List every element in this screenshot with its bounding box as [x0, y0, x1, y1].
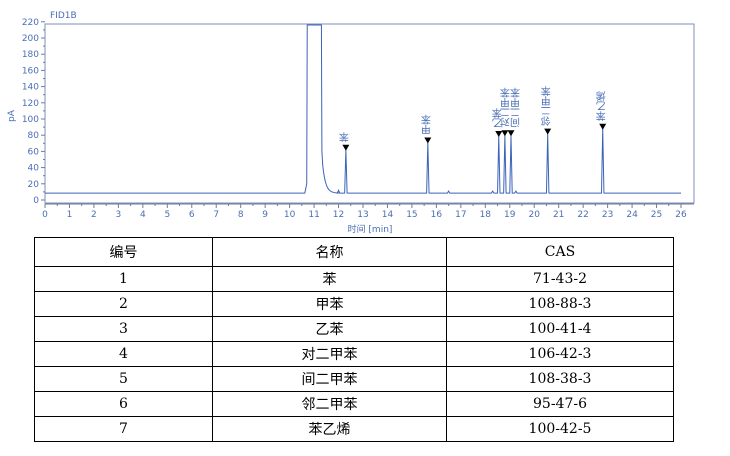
x-tick-label: 9	[262, 210, 268, 220]
peak-marker	[495, 131, 503, 138]
cell-number: 3	[34, 316, 213, 342]
x-tick-label: 7	[213, 210, 219, 220]
table-row: 7 苯乙烯 100-42-5	[34, 416, 674, 442]
cell-cas: 108-38-3	[446, 366, 674, 392]
y-tick-label: 60	[28, 147, 40, 157]
x-tick-label: 16	[431, 210, 443, 220]
cell-number: 2	[34, 291, 213, 317]
cell-name: 间二甲苯	[212, 366, 447, 392]
cell-cas: 100-42-5	[446, 416, 674, 442]
x-tick-label: 26	[675, 210, 687, 220]
y-tick-label: 200	[22, 34, 39, 44]
header-cas: CAS	[446, 237, 674, 267]
header-name: 名称	[212, 237, 447, 267]
cell-name: 邻二甲苯	[212, 391, 447, 417]
chromatogram-trace	[45, 24, 681, 194]
peak-label: 乙苯	[492, 108, 504, 128]
peak-label: 甲苯	[421, 114, 433, 134]
plot-frame	[44, 23, 695, 204]
x-tick-label: 22	[577, 210, 588, 220]
cell-number: 4	[34, 341, 213, 367]
x-tick-label: 24	[626, 210, 638, 220]
x-tick-label: 13	[357, 210, 368, 220]
cell-name: 乙苯	[212, 316, 447, 342]
x-tick-label: 25	[651, 210, 662, 220]
peak-marker	[424, 137, 432, 144]
peak-marker	[501, 130, 509, 137]
table-row: 5 间二甲苯 108-38-3	[34, 366, 674, 392]
x-axis-label: 时间 [min]	[348, 223, 393, 235]
y-tick-label: 80	[28, 131, 40, 141]
peak-label: 苯	[339, 132, 351, 143]
x-tick-label: 6	[189, 210, 195, 220]
y-tick-label: 120	[22, 99, 39, 109]
x-axis-ticks: 0 1 2 3 4 5 6 7 8 9 10 11 12 13 14 15 16 17 18 19 20 21 22 23 24…	[42, 204, 687, 220]
x-tick-label: 17	[455, 210, 466, 220]
x-tick-label: 1	[67, 210, 73, 220]
table-row: 6 邻二甲苯 95-47-6	[34, 391, 674, 417]
peak-label: 间二甲苯	[510, 87, 522, 128]
table-row: 3 乙苯 100-41-4	[34, 316, 674, 342]
table-row: 2 甲苯 108-88-3	[34, 291, 674, 317]
chart-title: FID1B	[50, 11, 77, 21]
x-tick-label: 14	[382, 210, 394, 220]
x-tick-label: 12	[333, 210, 344, 220]
chromatogram-chart: FID1B 0 1 2 3 4 5 6 7 8 9 10 11 12 13 14 15 16 17 18 19 20 21…	[7, 11, 695, 235]
cell-cas: 106-42-3	[446, 341, 674, 367]
cell-number: 5	[34, 366, 213, 392]
peak-marker	[544, 128, 552, 135]
y-tick-label: 40	[28, 164, 40, 174]
header-number: 编号	[34, 237, 213, 267]
cell-name: 苯乙烯	[212, 416, 447, 442]
x-tick-label: 10	[284, 210, 296, 220]
x-tick-label: 3	[116, 210, 122, 220]
x-tick-label: 8	[238, 210, 244, 220]
cell-cas: 108-88-3	[446, 291, 674, 317]
y-axis-label: pA	[7, 109, 17, 122]
y-tick-label: 180	[22, 50, 39, 60]
compound-table: 编号 名称 CAS 1 苯 71-43-2 2 甲苯 108-88-3 3 乙苯 100-4…	[34, 237, 674, 442]
x-tick-label: 18	[480, 210, 492, 220]
table-row: 4 对二甲苯 106-42-3	[34, 341, 674, 367]
x-tick-label: 4	[140, 210, 146, 220]
x-tick-label: 11	[308, 210, 319, 220]
peak-label: 邻二甲苯	[541, 86, 553, 127]
table-header-row: 编号 名称 CAS	[34, 237, 674, 267]
y-tick-label: 20	[28, 180, 40, 190]
x-tick-label: 21	[553, 210, 564, 220]
cell-cas: 95-47-6	[446, 391, 674, 417]
peak-label: 对二甲苯	[500, 87, 512, 128]
cell-number: 6	[34, 391, 213, 417]
x-tick-label: 23	[602, 210, 613, 220]
cell-number: 1	[34, 266, 213, 292]
x-tick-label: 5	[164, 210, 170, 220]
cell-cas: 71-43-2	[446, 266, 674, 292]
x-tick-label: 2	[91, 210, 97, 220]
x-tick-label: 20	[529, 210, 541, 220]
peak-marker	[342, 144, 350, 151]
cell-number: 7	[34, 416, 213, 442]
y-tick-label: 100	[22, 115, 39, 125]
y-axis-ticks: 0 20 40 60 80 100 120 140 160 180 200 220	[22, 18, 45, 206]
peak-marker	[507, 130, 515, 137]
table-row: 1 苯 71-43-2	[34, 266, 674, 292]
cell-name: 对二甲苯	[212, 341, 447, 367]
y-tick-label: 140	[22, 83, 39, 93]
y-tick-label: 220	[22, 18, 39, 28]
x-tick-label: 0	[42, 210, 48, 220]
cell-cas: 100-41-4	[446, 316, 674, 342]
x-tick-label: 19	[504, 210, 516, 220]
x-tick-label: 15	[406, 210, 417, 220]
cell-name: 苯	[212, 266, 447, 292]
y-tick-label: 160	[22, 66, 39, 76]
cell-name: 甲苯	[212, 291, 447, 317]
peak-label: 苯乙烯	[596, 90, 608, 122]
peak-marker	[599, 123, 607, 130]
y-tick-label: 0	[33, 196, 39, 206]
